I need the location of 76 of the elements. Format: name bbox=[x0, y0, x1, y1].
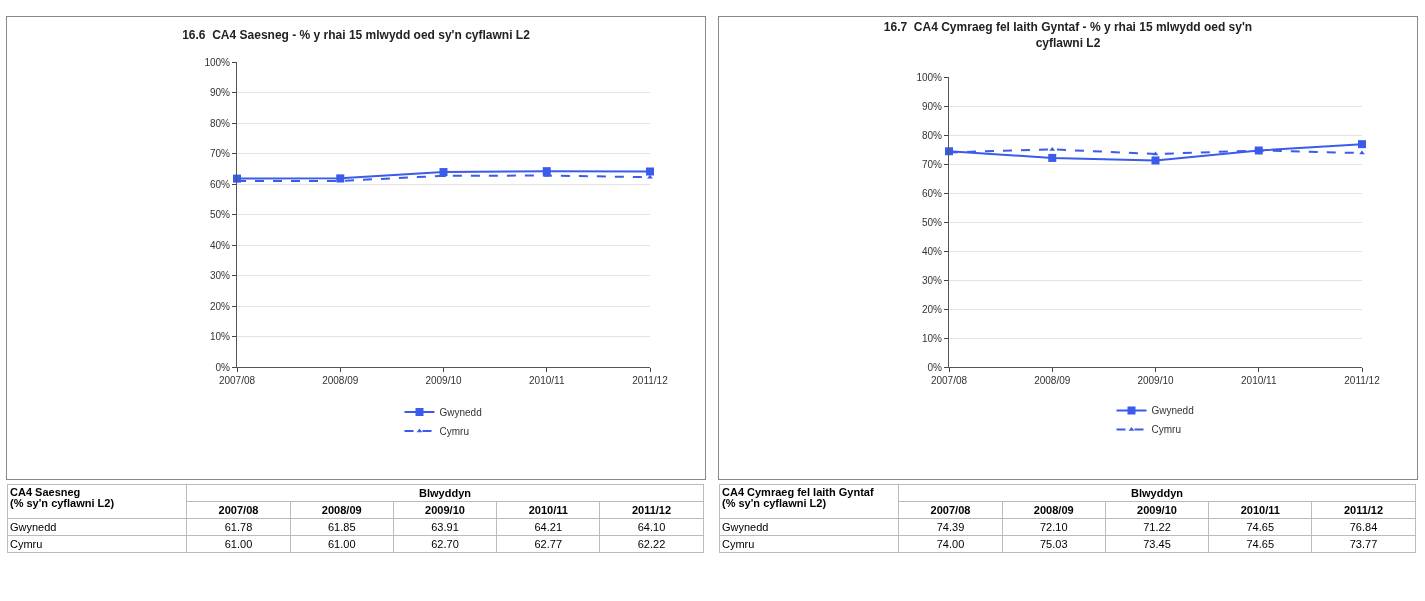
data-label: 61.00 bbox=[186, 535, 291, 553]
category-label: 2009/10 bbox=[1137, 504, 1177, 516]
data-label: 63.91 bbox=[393, 518, 497, 536]
x-tick-label: 2009/10 bbox=[1137, 375, 1175, 386]
data-label: 74.65 bbox=[1208, 535, 1312, 553]
text: Blwyddyn bbox=[186, 484, 704, 502]
y-tick-label: 50% bbox=[209, 209, 231, 220]
y-tick-label: 20% bbox=[921, 303, 943, 315]
category-label: 2007/08 bbox=[930, 504, 971, 516]
y-tick-label: 60% bbox=[209, 178, 231, 190]
text: CA4 Cymraeg fel Iaith Gyntaf (% sy'n cyflawni L2) bbox=[719, 484, 899, 519]
category-label: 2010/11 bbox=[1240, 504, 1280, 516]
y-tick-label: 80% bbox=[209, 117, 231, 129]
y-tick-label: 50% bbox=[921, 216, 943, 228]
y-tick-label: 60% bbox=[921, 187, 943, 199]
category-label: 2007/08 bbox=[218, 504, 259, 516]
data-label: 74.65 bbox=[1208, 518, 1312, 536]
data-label: 76.84 bbox=[1311, 518, 1416, 536]
y-tick-label: 70% bbox=[921, 158, 943, 170]
data-label: 64.10 bbox=[599, 518, 704, 536]
x-tick-label: 2010/11 bbox=[529, 375, 565, 386]
legend-label: Cymru bbox=[1151, 424, 1181, 436]
data-label: 61.78 bbox=[186, 518, 291, 536]
text: Blwyddyn bbox=[898, 484, 1416, 502]
data-label: 64.21 bbox=[496, 518, 600, 536]
data-label: 75.03 bbox=[1002, 535, 1106, 553]
chart-title: 16.6 CA4 Saesneg - % y rhai 15 mlwydd oed sy'n cyflawni L2 bbox=[182, 28, 531, 43]
category-label: 2008/09 bbox=[321, 504, 362, 516]
legend-label: Cymru bbox=[439, 425, 469, 437]
y-tick-label: 30% bbox=[209, 270, 231, 281]
category-label: 2009/10 bbox=[425, 504, 465, 516]
data-label: 73.45 bbox=[1105, 535, 1209, 553]
y-tick-label: 10% bbox=[921, 332, 943, 344]
chart-title: 16.7 CA4 Cymraeg fel Iaith Gyntaf - % y rhai 15 mlwydd oed sy'n cyflawni L2 bbox=[883, 20, 1253, 50]
y-tick-label: 80% bbox=[921, 129, 943, 141]
y-tick-label: 40% bbox=[209, 239, 231, 251]
category-label: 2008/09 bbox=[1033, 504, 1074, 516]
y-tick-label: 90% bbox=[921, 100, 943, 112]
category-label: 2010/11 bbox=[528, 504, 568, 516]
x-tick-label: 2008/09 bbox=[1034, 375, 1071, 386]
y-tick-label: 10% bbox=[209, 331, 231, 342]
text: Gwynedd bbox=[722, 521, 769, 533]
data-label: 62.70 bbox=[393, 535, 497, 553]
text: Cymru bbox=[10, 538, 43, 550]
y-tick-label: 30% bbox=[921, 274, 943, 286]
y-tick-label: 20% bbox=[209, 300, 231, 312]
data-label: 71.22 bbox=[1105, 518, 1209, 536]
text: CA4 Saesneg (% sy'n cyflawni L2) bbox=[7, 484, 187, 519]
y-tick-label: 90% bbox=[209, 87, 231, 98]
y-tick-label: 70% bbox=[209, 148, 231, 159]
category-label: 2011/12 bbox=[1343, 504, 1384, 516]
x-tick-label: 2011/12 bbox=[1344, 375, 1381, 386]
x-tick-label: 2008/09 bbox=[322, 375, 359, 386]
legend-label: Gwynedd bbox=[439, 406, 482, 418]
legend-label: Gwynedd bbox=[1151, 405, 1194, 417]
x-tick-label: 2007/08 bbox=[930, 375, 968, 386]
data-label: 73.77 bbox=[1311, 535, 1416, 553]
text: Gwynedd bbox=[10, 521, 57, 533]
y-tick-label: 0% bbox=[927, 361, 943, 373]
x-tick-label: 2010/11 bbox=[1241, 375, 1277, 386]
y-tick-label: 40% bbox=[921, 245, 943, 257]
y-tick-label: 100% bbox=[204, 56, 231, 68]
data-label: 61.00 bbox=[290, 535, 394, 553]
text: Cymru bbox=[722, 538, 755, 550]
y-tick-label: 0% bbox=[215, 361, 231, 373]
category-label: 2011/12 bbox=[631, 504, 672, 516]
data-label: 62.22 bbox=[599, 535, 704, 553]
x-tick-label: 2009/10 bbox=[425, 375, 463, 386]
data-label: 74.00 bbox=[898, 535, 1003, 553]
data-label: 61.85 bbox=[290, 518, 394, 536]
data-label: 62.77 bbox=[496, 535, 600, 553]
x-tick-label: 2011/12 bbox=[632, 375, 669, 386]
x-tick-label: 2007/08 bbox=[218, 375, 256, 386]
y-tick-label: 100% bbox=[916, 71, 943, 83]
data-label: 74.39 bbox=[898, 518, 1003, 536]
data-label: 72.10 bbox=[1002, 518, 1106, 536]
